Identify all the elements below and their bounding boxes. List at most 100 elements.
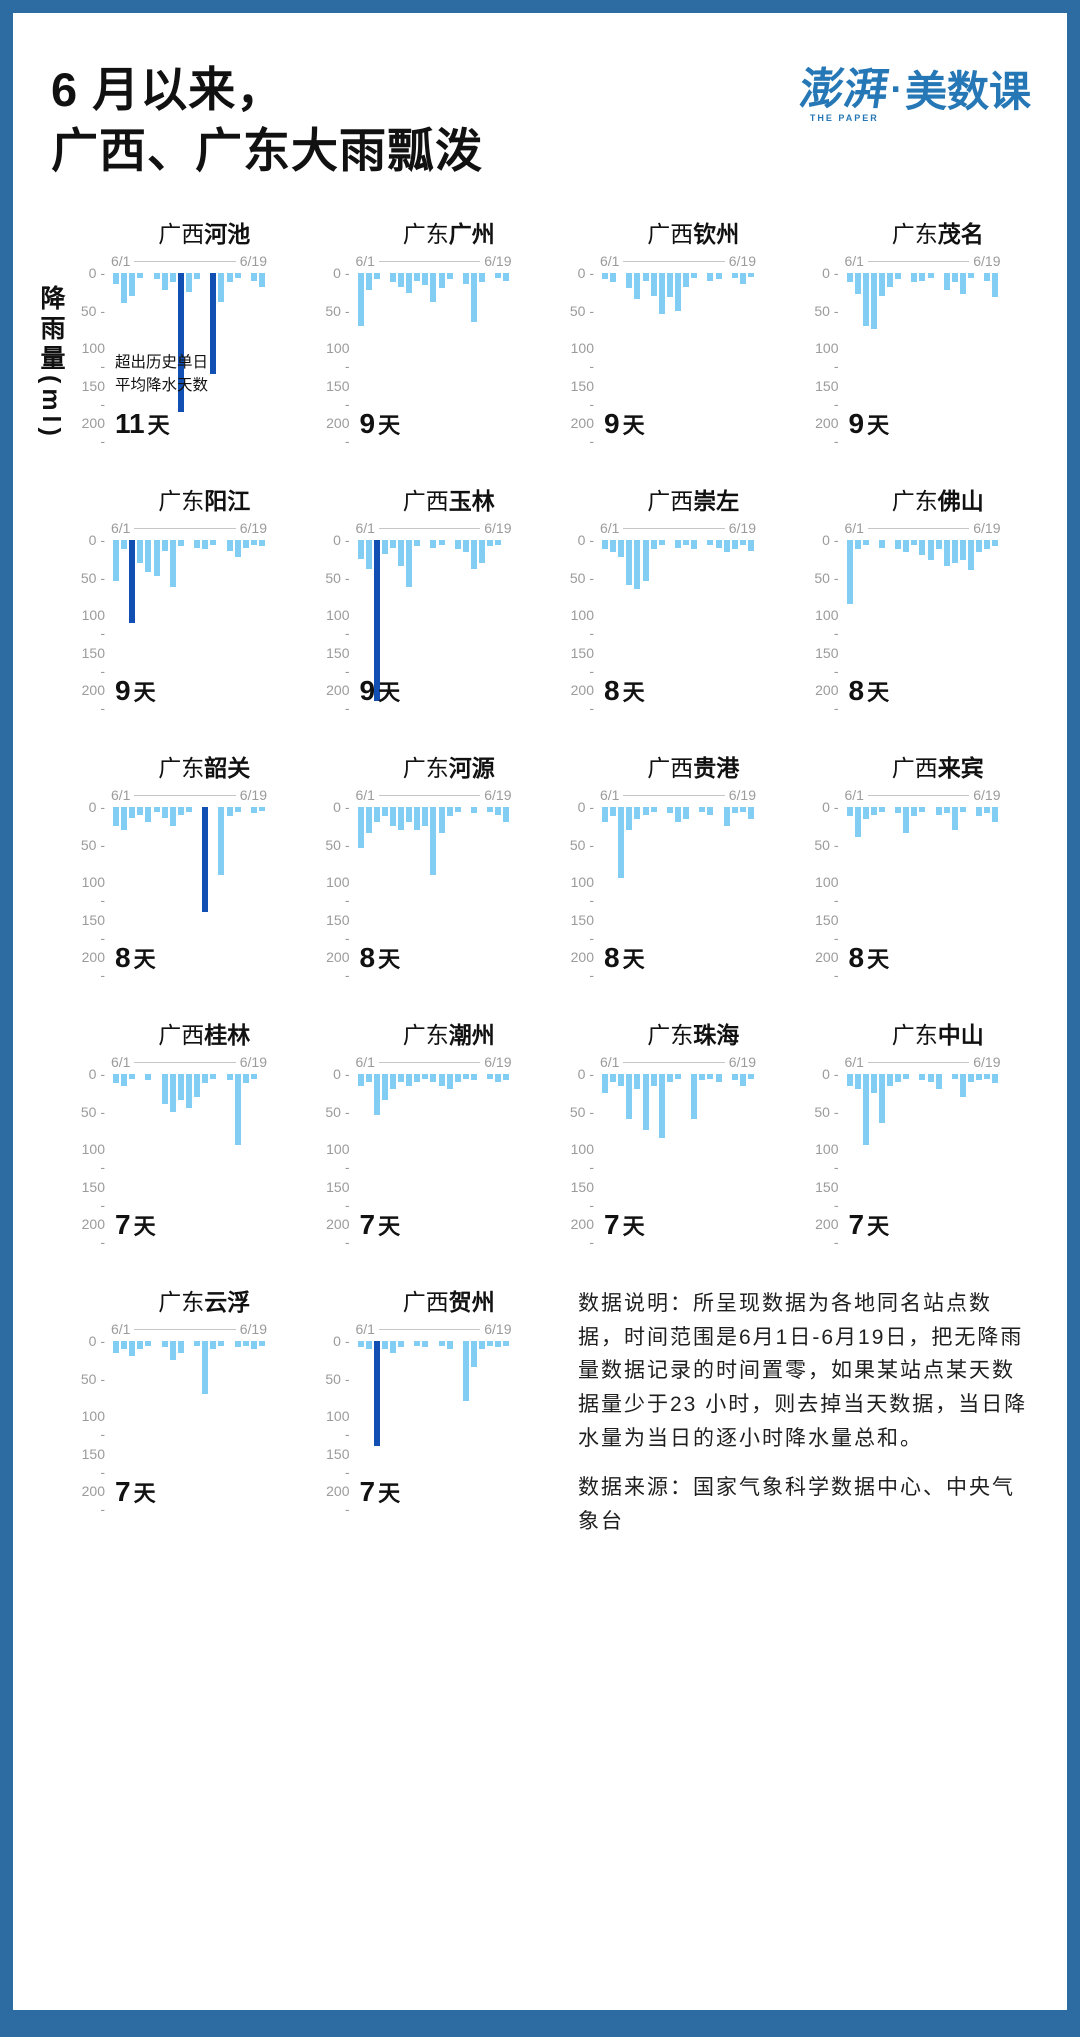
bar-day-7 — [895, 1074, 902, 1082]
x-axis-line — [134, 527, 236, 529]
bar-day-9 — [177, 1074, 184, 1101]
bar-day-12 — [446, 1074, 453, 1090]
days-count-unit: 天 — [133, 947, 156, 973]
x-axis-end-label: 6/19 — [973, 253, 1001, 270]
chart-region: 广西 — [891, 755, 938, 782]
bar-day-18 — [984, 540, 991, 550]
bar-day-2 — [854, 1074, 861, 1090]
bar-day-2 — [365, 540, 372, 569]
bar-day-8 — [903, 807, 910, 834]
bar-day-14 — [218, 273, 225, 302]
x-axis: 6/1 6/19 — [356, 788, 512, 802]
bars — [113, 540, 265, 690]
bar-day-12 — [691, 273, 698, 278]
days-count-number: 7 — [115, 1476, 131, 1508]
bar-day-15 — [960, 1074, 967, 1097]
bar-day-18 — [250, 273, 257, 281]
bar-day-5 — [389, 1074, 396, 1090]
y-tick-label: 200 — [320, 414, 349, 450]
x-axis-line — [378, 794, 481, 796]
x-axis: 6/1 6/19 — [600, 1055, 756, 1069]
bar-day-4 — [870, 1074, 877, 1093]
bar-day-1 — [357, 540, 364, 559]
chart-region: 广西 — [158, 1022, 205, 1049]
bar-day-4 — [381, 540, 388, 554]
bar-day-2 — [121, 1074, 128, 1087]
bar-day-15 — [471, 1074, 478, 1081]
y-tick-label: 0 — [809, 264, 839, 282]
x-axis: 6/1 6/19 — [356, 1322, 512, 1336]
bars — [113, 273, 265, 423]
bars — [602, 807, 754, 957]
bar-day-19 — [503, 273, 510, 281]
chart-body: 6/1 6/19 0 50 100150200 7天 — [320, 1322, 553, 1534]
bar-day-3 — [373, 1074, 380, 1116]
annotation-line: 平均降水天数 — [115, 376, 209, 394]
x-axis-start-label: 6/1 — [355, 253, 375, 270]
bar-day-5 — [634, 1074, 641, 1090]
x-axis-end-label: 6/19 — [484, 1054, 512, 1071]
page-title: 6 月以来， 广西、广东大雨瓢泼 — [51, 59, 483, 181]
y-tick-label: 200 — [809, 681, 838, 717]
bar-day-6 — [153, 273, 160, 280]
days-count-number: 7 — [359, 1476, 376, 1508]
bar-day-1 — [602, 273, 608, 280]
x-axis: 6/1 6/19 — [356, 254, 512, 268]
mini-chart: 广东河源 6/1 6/19 0 50 100150200 8天 — [320, 749, 553, 994]
bar-day-1 — [113, 1074, 119, 1084]
bar-day-13 — [943, 540, 950, 567]
y-tick-label: 50 — [809, 569, 839, 587]
chart-city: 贵港 — [693, 755, 740, 782]
mini-chart: 广西贺州 6/1 6/19 0 50 100150200 7天 — [320, 1283, 553, 1528]
bar-day-18 — [495, 807, 502, 815]
y-tick-label: 200 — [320, 681, 349, 717]
chart-region: 广西 — [158, 221, 205, 248]
days-count-number: 8 — [604, 942, 620, 974]
bar-day-19 — [258, 540, 265, 547]
chart-city: 潮州 — [448, 1022, 495, 1049]
x-axis-start-label: 6/1 — [600, 787, 620, 804]
y-tick-label: 100 — [564, 1140, 594, 1176]
bar-day-19 — [258, 1341, 265, 1346]
bar-day-18 — [495, 273, 502, 278]
bar-day-12 — [691, 1074, 698, 1120]
chart-title: 广东云浮 — [75, 1283, 308, 1317]
bar-day-4 — [626, 1074, 633, 1120]
x-axis-end-label: 6/19 — [484, 253, 512, 270]
chart-title: 广东韶关 — [75, 749, 308, 783]
x-axis-start-label: 6/1 — [111, 787, 131, 804]
bar-day-19 — [992, 807, 999, 823]
bars — [602, 540, 754, 690]
bar-day-7 — [161, 1074, 168, 1105]
y-tick-label: 150 — [564, 377, 594, 413]
bar-day-18 — [739, 1074, 746, 1087]
x-axis: 6/1 6/19 — [845, 1055, 1001, 1069]
bars — [357, 540, 510, 702]
y-tick-label: 100 — [75, 339, 105, 375]
bar-day-5 — [145, 807, 152, 823]
bar-day-7 — [161, 807, 168, 819]
chart-body: 6/1 6/19 0 50 100150200 8天 — [564, 788, 797, 1000]
bar-day-8 — [903, 540, 910, 553]
bar-day-7 — [650, 1074, 657, 1087]
x-axis-line — [378, 260, 481, 262]
x-axis: 6/1 6/19 — [111, 1055, 267, 1069]
chart-city: 广州 — [448, 221, 495, 248]
bar-day-18 — [495, 540, 502, 545]
bar-day-1 — [357, 1074, 364, 1087]
y-tick-label: 150 — [809, 911, 838, 947]
bar-day-3 — [129, 540, 136, 623]
bar-day-18 — [984, 807, 991, 814]
y-tick-label: 150 — [75, 377, 105, 413]
y-tick-label: 100 — [320, 339, 349, 375]
bar-day-6 — [398, 540, 405, 567]
bars — [357, 1074, 510, 1224]
bar-day-5 — [145, 1341, 152, 1346]
chart-region: 广东 — [891, 488, 938, 515]
bar-day-14 — [951, 1074, 958, 1079]
bar-day-8 — [169, 273, 176, 283]
x-axis: 6/1 6/19 — [111, 788, 267, 802]
bar-day-5 — [878, 1074, 885, 1123]
bar-day-3 — [129, 1341, 136, 1357]
x-axis-start-label: 6/1 — [355, 520, 375, 537]
